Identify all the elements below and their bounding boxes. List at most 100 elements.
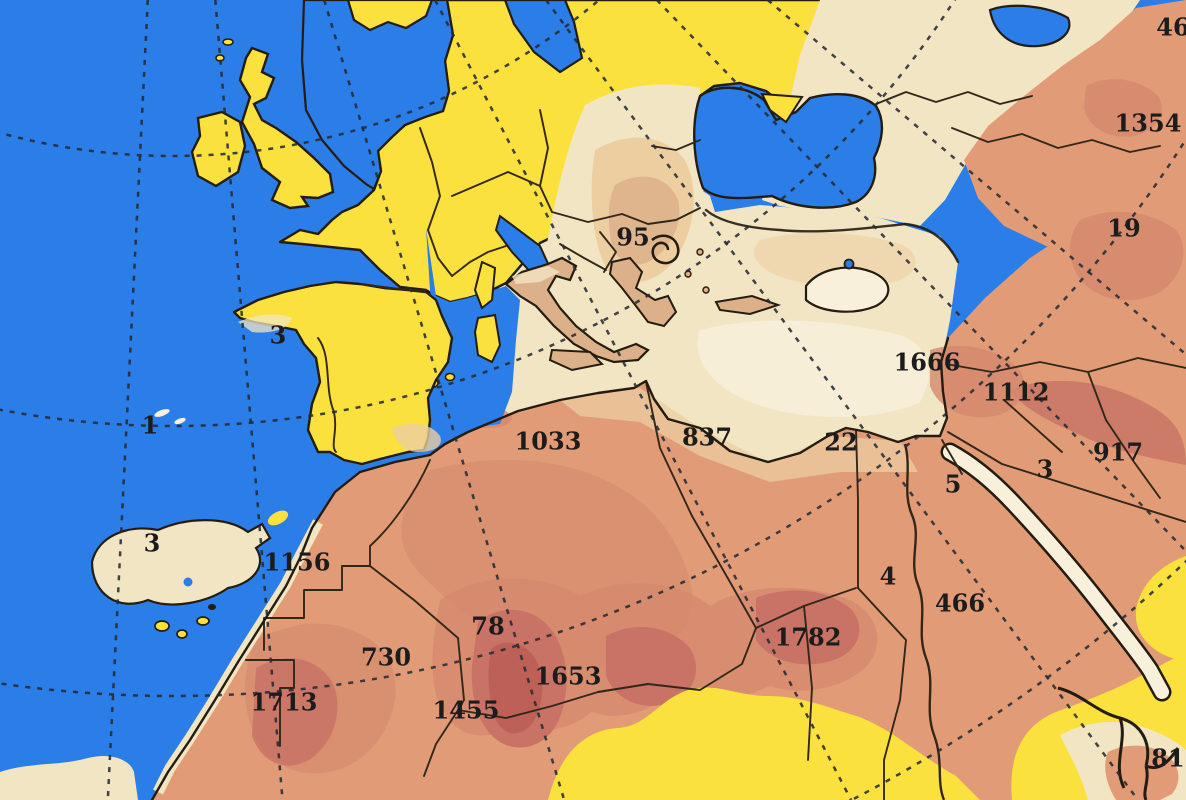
map-value-label: 3 — [1037, 455, 1054, 484]
great-britain — [238, 46, 335, 210]
canary-island — [196, 616, 210, 626]
sardinia — [473, 313, 502, 364]
anatolia-north-coast — [704, 208, 960, 264]
map-value-label: 1666 — [894, 348, 961, 377]
canary-island — [154, 620, 170, 632]
graticule-meridian — [655, 0, 1186, 554]
nile-river — [903, 443, 946, 800]
border-balkans-2 — [559, 243, 607, 271]
anatolian-lake — [843, 258, 855, 270]
border-danube — [551, 207, 701, 225]
graticule-meridian — [214, 0, 284, 800]
caucasus-salmon — [964, 0, 1186, 266]
border-mauritania-south — [423, 703, 463, 777]
map-value-label: 1033 — [515, 427, 582, 456]
border-libya-egypt — [855, 429, 859, 589]
map-value-label: 78 — [471, 612, 504, 641]
baltic-sea — [503, 0, 584, 74]
border-france-east — [419, 127, 453, 277]
sahel-yellow-band — [548, 687, 980, 800]
map-value-label: 1354 — [1115, 109, 1182, 138]
map-value-label: 19 — [1107, 214, 1140, 243]
graticule-meridian — [766, 0, 1186, 357]
map-value-label: 3 — [270, 321, 287, 350]
black-sea-group — [693, 86, 884, 209]
border-iraq-iran — [1087, 371, 1161, 499]
map-value-label: 466 — [935, 589, 985, 618]
madeira-lake-dot — [183, 577, 193, 587]
country-borders — [245, 91, 1186, 800]
morocco-coast-yellow-speck — [267, 510, 289, 526]
africa-landmass — [152, 198, 1186, 800]
corsica — [473, 260, 497, 310]
aegean-island — [696, 248, 704, 256]
border-alps — [451, 245, 507, 277]
caucasus-mottle-2 — [1069, 211, 1184, 301]
greece — [608, 256, 678, 328]
scandinavia-tip — [346, 0, 434, 32]
africa-coastline — [150, 336, 950, 800]
southwest-dust-plume — [0, 755, 138, 800]
right-edge-yellow — [1135, 556, 1186, 662]
red-sea — [943, 445, 1169, 699]
map-value-label: 837 — [682, 423, 732, 452]
azores-islet — [174, 417, 186, 425]
tibesti-red-core — [756, 590, 860, 665]
value-labels: 46 1354 19 95 3 1 1033 837 22 1666 1112 917 3 5 3 1156 7… — [142, 13, 1186, 773]
graticule-meridian — [106, 0, 150, 800]
atlantic-islands — [0, 409, 272, 800]
hebrides-island — [222, 38, 234, 46]
graticule-parallel — [0, 136, 1186, 697]
border-syria-iraq — [1003, 399, 1063, 453]
map-value-label: 1455 — [433, 696, 500, 725]
map-value-label: 1112 — [983, 378, 1050, 407]
north-sea — [300, 0, 455, 191]
border-jordan — [947, 431, 1003, 465]
levantine-light-patch — [697, 320, 929, 417]
crete — [714, 294, 782, 316]
south-europe-details — [403, 248, 890, 395]
british-isles — [190, 38, 335, 210]
map-value-label: 1 — [142, 411, 159, 440]
map-value-label: 1713 — [251, 688, 318, 717]
border-balkans — [599, 231, 617, 273]
graticule-parallel — [0, 0, 601, 158]
border-niger-north — [597, 627, 757, 693]
cyprus — [804, 266, 890, 313]
graticule-meridian — [323, 0, 566, 800]
border-pyrenees — [361, 283, 427, 292]
map-value-label: 917 — [1093, 438, 1143, 467]
border-morocco-algeria — [263, 459, 431, 651]
map-value-label: 4 — [880, 562, 897, 591]
black-sea — [693, 86, 884, 209]
balearic-island — [444, 372, 456, 382]
arabia-red-patch — [1010, 380, 1186, 465]
hoggar-darkest-core — [488, 642, 543, 734]
map-value-label: 1156 — [264, 548, 331, 577]
red-sea-nile — [903, 442, 1180, 800]
sicily — [548, 348, 605, 372]
map-value-label: 1782 — [775, 623, 842, 652]
andalusia-tan-patch — [392, 423, 441, 452]
caucasus-mottle-1 — [1084, 79, 1162, 137]
ireland — [190, 110, 247, 188]
border-sinai — [941, 439, 963, 475]
italy — [504, 256, 650, 364]
po-valley-cream — [512, 266, 560, 284]
sea-of-azov — [988, 4, 1071, 48]
aegean-island — [684, 270, 692, 278]
azores-islet — [154, 409, 170, 417]
border-germany-poland — [539, 109, 553, 213]
levant-mid-patch — [930, 345, 1024, 418]
cyclone-symbol — [651, 234, 680, 265]
coastal-light-strip — [560, 388, 918, 482]
madeira-island — [90, 519, 272, 606]
map-value-label: 5 — [945, 470, 962, 499]
border-caucasus-north — [875, 91, 1033, 105]
map-value-label: 3 — [144, 529, 161, 558]
map-value-label: 1653 — [535, 662, 602, 691]
map-value-label: 95 — [616, 223, 649, 252]
